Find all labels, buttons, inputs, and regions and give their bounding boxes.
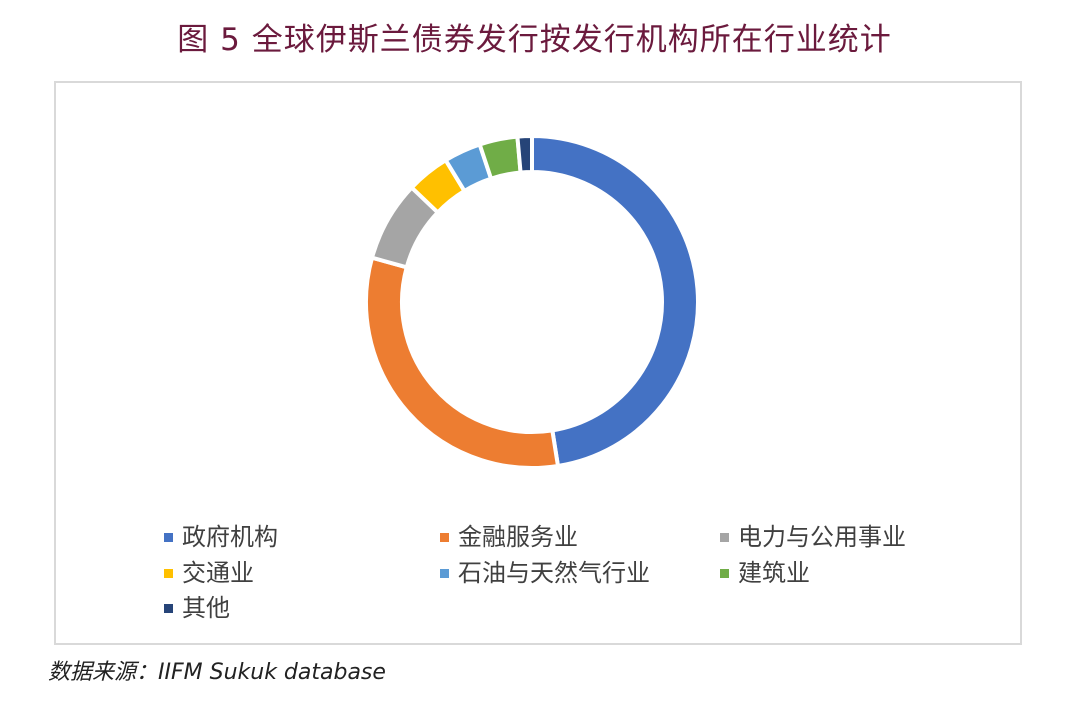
legend-item-7: 其他	[164, 593, 230, 623]
legend-label: 金融服务业	[458, 523, 578, 551]
donut-slice-7	[515, 133, 534, 175]
legend-label: 建筑业	[738, 559, 810, 587]
legend-item-4: 交通业	[164, 558, 254, 588]
chart-frame	[54, 81, 1022, 645]
donut-slice-2	[364, 255, 561, 470]
legend-swatch	[720, 568, 729, 578]
legend-label: 电力与公用事业	[738, 523, 906, 551]
legend-item-3: 电力与公用事业	[720, 522, 906, 552]
legend-label: 政府机构	[182, 523, 278, 551]
legend-label: 其他	[182, 594, 230, 622]
legend-item-2: 金融服务业	[440, 522, 578, 552]
legend-swatch	[164, 603, 173, 613]
legend-swatch	[440, 568, 449, 578]
legend-item-1: 政府机构	[164, 522, 278, 552]
legend-item-6: 建筑业	[720, 558, 810, 588]
legend-swatch	[440, 532, 449, 542]
legend-swatch	[164, 568, 173, 578]
legend-swatch	[164, 532, 173, 542]
chart-title: 图 5 全球伊斯兰债券发行按发行机构所在行业统计	[177, 22, 892, 58]
donut-slice-1	[530, 133, 700, 469]
legend-label: 石油与天然气行业	[458, 559, 650, 587]
legend-label: 交通业	[182, 559, 254, 587]
data-source-note: 数据来源：IIFM Sukuk database	[48, 660, 386, 685]
legend-swatch	[720, 532, 729, 542]
legend-item-5: 石油与天然气行业	[440, 558, 650, 588]
